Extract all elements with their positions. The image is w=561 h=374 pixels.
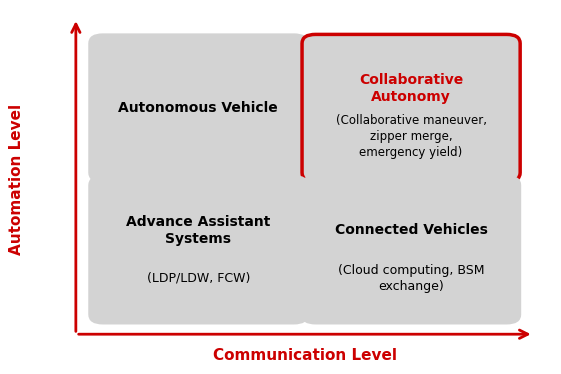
FancyBboxPatch shape [302,34,520,182]
Text: Communication Level: Communication Level [213,348,397,363]
Text: (Collaborative maneuver,
zipper merge,
emergency yield): (Collaborative maneuver, zipper merge, e… [335,114,486,159]
FancyBboxPatch shape [302,176,520,324]
Text: (Cloud computing, BSM
exchange): (Cloud computing, BSM exchange) [338,264,484,293]
Text: Connected Vehicles: Connected Vehicles [335,223,488,237]
Text: Advance Assistant
Systems: Advance Assistant Systems [126,215,270,246]
Text: Collaborative
Autonomy: Collaborative Autonomy [359,73,463,104]
Text: (LDP/LDW, FCW): (LDP/LDW, FCW) [146,272,250,285]
Text: Automation Level: Automation Level [9,104,24,255]
FancyBboxPatch shape [89,176,307,324]
FancyBboxPatch shape [89,34,307,182]
Text: Autonomous Vehicle: Autonomous Vehicle [118,101,278,115]
